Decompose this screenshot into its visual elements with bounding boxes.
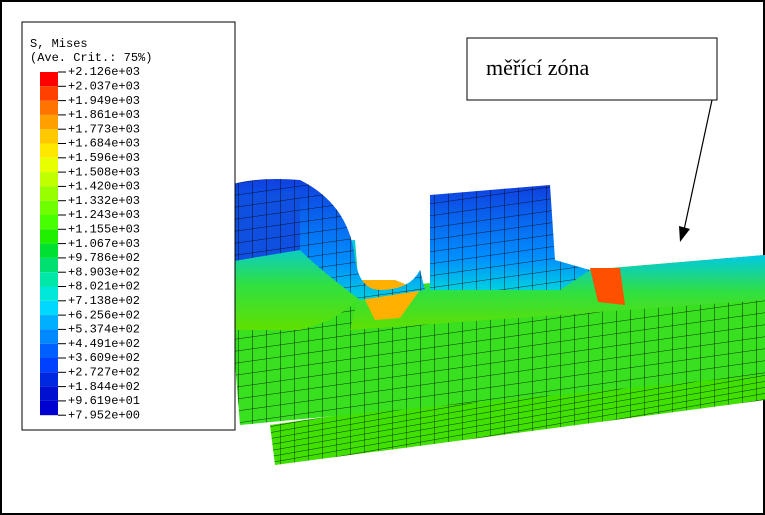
- legend-label: +1.684e+03: [68, 137, 140, 151]
- legend-swatch: [40, 129, 58, 143]
- legend-swatch: [40, 401, 58, 415]
- legend-swatch: [40, 301, 58, 315]
- legend-label: +1.243e+03: [68, 208, 140, 222]
- screenshot: S, Mises (Ave. Crit.: 75%) +2.126e+03+2.…: [0, 0, 765, 515]
- legend-label: +6.256e+02: [68, 308, 140, 322]
- legend-label: +1.332e+03: [68, 194, 140, 208]
- legend-label: +2.126e+03: [68, 65, 140, 79]
- legend-label: +5.374e+02: [68, 323, 140, 337]
- legend-subtitle: (Ave. Crit.: 75%): [30, 51, 152, 65]
- legend-swatch: [40, 244, 58, 258]
- legend-label: +1.844e+02: [68, 380, 140, 394]
- legend-label: +9.786e+02: [68, 251, 140, 265]
- legend-swatch: [40, 172, 58, 186]
- legend-label: +8.021e+02: [68, 280, 140, 294]
- legend-label: +1.861e+03: [68, 108, 140, 122]
- legend-swatch: [40, 186, 58, 200]
- legend-swatch: [40, 72, 58, 86]
- legend-swatch: [40, 229, 58, 243]
- annotation-text: měřící zóna: [486, 55, 589, 80]
- legend-label: +1.067e+03: [68, 237, 140, 251]
- legend-title: S, Mises: [30, 37, 88, 51]
- legend-label: +1.596e+03: [68, 151, 140, 165]
- legend-label: +7.138e+02: [68, 294, 140, 308]
- viewport: S, Mises (Ave. Crit.: 75%) +2.126e+03+2.…: [0, 0, 765, 515]
- legend-label: +7.952e+00: [68, 408, 140, 422]
- legend-label: +1.155e+03: [68, 222, 140, 236]
- legend-label: +3.609e+02: [68, 351, 140, 365]
- legend-swatch: [40, 387, 58, 401]
- legend-label: +1.949e+03: [68, 94, 140, 108]
- legend-label: +2.727e+02: [68, 365, 140, 379]
- legend-label: +2.037e+03: [68, 79, 140, 93]
- legend-swatch: [40, 272, 58, 286]
- legend-swatch: [40, 344, 58, 358]
- legend-swatch: [40, 86, 58, 100]
- legend-label: +8.903e+02: [68, 265, 140, 279]
- legend-swatch: [40, 158, 58, 172]
- legend-swatch: [40, 358, 58, 372]
- legend-swatch: [40, 215, 58, 229]
- legend-swatch: [40, 144, 58, 158]
- legend-label: +1.773e+03: [68, 122, 140, 136]
- legend-swatch: [40, 315, 58, 329]
- legend-swatch: [40, 115, 58, 129]
- legend-label: +4.491e+02: [68, 337, 140, 351]
- legend-label: +1.508e+03: [68, 165, 140, 179]
- legend-swatch: [40, 287, 58, 301]
- legend-swatch: [40, 329, 58, 343]
- legend: +2.126e+03+2.037e+03+1.949e+03+1.861e+03…: [40, 65, 140, 422]
- legend-swatch: [40, 101, 58, 115]
- legend-swatch: [40, 258, 58, 272]
- legend-label: +1.420e+03: [68, 180, 140, 194]
- legend-swatch: [40, 201, 58, 215]
- legend-swatch: [40, 372, 58, 386]
- legend-label: +9.619e+01: [68, 394, 140, 408]
